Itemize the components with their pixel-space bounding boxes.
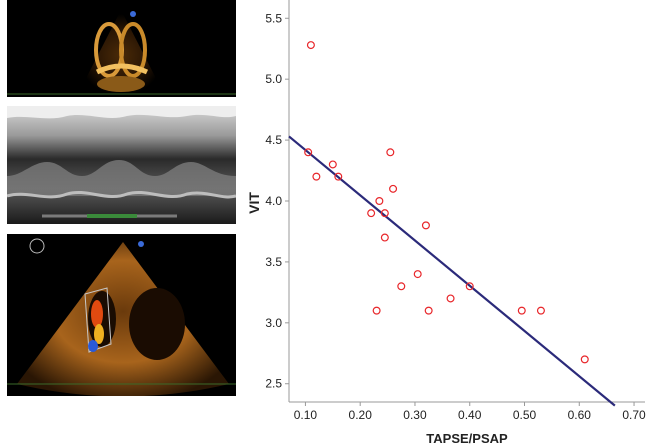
y-tick-label: 3.5 — [265, 255, 282, 269]
data-point — [518, 307, 525, 314]
y-axis-label: VIT — [246, 192, 262, 214]
y-tick-label: 5.5 — [265, 11, 282, 25]
data-point — [447, 295, 454, 302]
y-tick-label: 4.0 — [265, 194, 282, 208]
data-point — [373, 307, 380, 314]
data-point — [308, 42, 315, 49]
data-point — [329, 161, 336, 168]
x-tick-label: 0.60 — [568, 408, 592, 422]
data-point — [423, 222, 430, 229]
x-tick-label: 0.10 — [294, 408, 318, 422]
data-point — [376, 198, 383, 205]
m-mode-echo-strip-image — [7, 106, 236, 224]
data-point — [387, 149, 394, 156]
y-tick-label: 4.5 — [265, 133, 282, 147]
data-point — [313, 173, 320, 180]
data-point — [381, 234, 388, 241]
apical-four-chamber-echo-image — [7, 0, 236, 97]
x-tick-label: 0.50 — [513, 408, 537, 422]
data-point — [581, 356, 588, 363]
y-tick-label: 3.0 — [265, 316, 282, 330]
data-point — [414, 271, 421, 278]
doppler-color-echo-image — [7, 234, 236, 396]
x-tick-label: 0.40 — [458, 408, 482, 422]
x-tick-label: 0.20 — [349, 408, 373, 422]
x-axis-label: TAPSE/PSAP — [426, 431, 508, 446]
x-tick-label: 0.30 — [403, 408, 427, 422]
data-point — [368, 210, 375, 217]
regression-line — [289, 136, 615, 405]
data-point — [398, 283, 405, 290]
y-tick-label: 2.5 — [265, 377, 282, 391]
data-point — [425, 307, 432, 314]
scatter-chart: 2.5 3.0 3.5 4.0 4.5 5.0 5.5 0.10 0.20 0.30 0.40 0.5… — [236, 0, 649, 447]
y-tick-label: 5.0 — [265, 72, 282, 86]
data-point — [390, 185, 397, 192]
x-tick-label: 0.70 — [622, 408, 646, 422]
data-point — [538, 307, 545, 314]
